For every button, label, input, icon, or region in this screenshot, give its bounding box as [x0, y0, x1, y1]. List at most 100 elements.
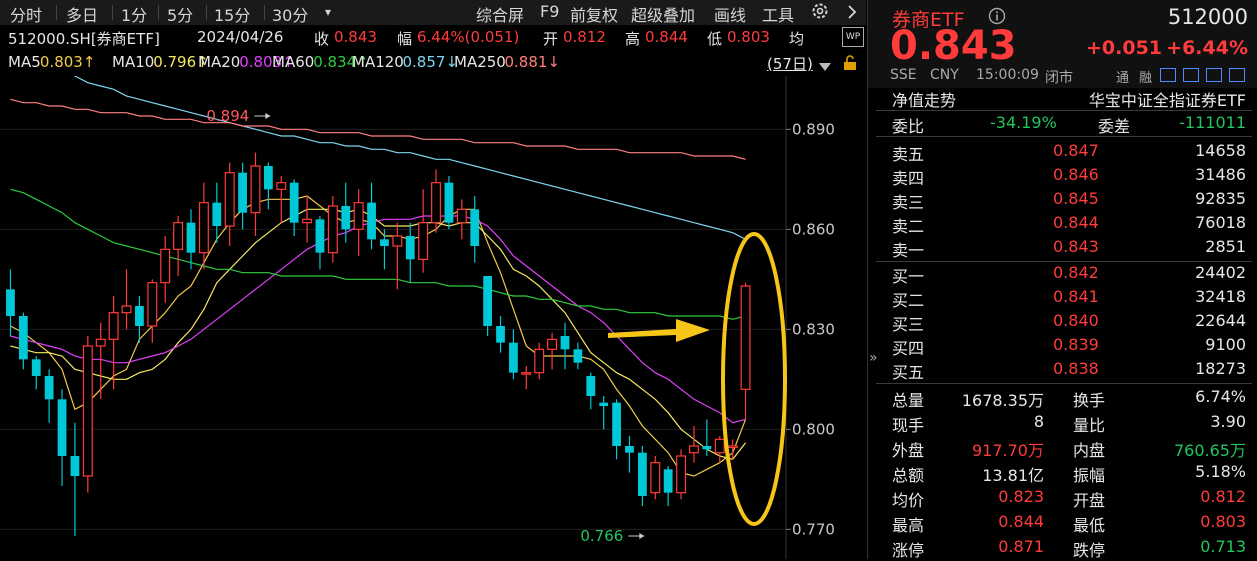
super-overlay-button[interactable]: 超级叠加 — [631, 6, 696, 25]
stat-label: 总量 — [892, 391, 925, 410]
candle-body — [431, 182, 442, 224]
stat-row: 均价 0.823 开盘 0.812 — [868, 486, 1257, 510]
divider — [876, 110, 1252, 111]
stat-value: 760.65万 — [1174, 441, 1246, 460]
candle — [380, 229, 389, 270]
candlestick-chart[interactable]: 0.890 0.860 0.830 0.800 0.770 0.894 0.766 — [0, 76, 866, 559]
high-price-label: 0.894 — [206, 107, 249, 125]
divider — [876, 383, 1252, 384]
weibi-row: 委比 -34.19% 委差 -111011 — [868, 112, 1257, 136]
stat-label: 涨停 — [892, 541, 925, 560]
tools-button[interactable]: 工具 — [762, 6, 795, 25]
candle — [702, 419, 712, 456]
candle — [714, 436, 725, 463]
info-icon[interactable] — [988, 7, 1006, 29]
candle — [534, 342, 545, 380]
candle-body — [341, 206, 351, 230]
stat-value: 0.812 — [1200, 487, 1246, 506]
tab-5min[interactable]: 5分 — [167, 6, 194, 25]
bid-price: 0.841 — [1053, 287, 1099, 306]
tong-badge: 通 — [1116, 71, 1130, 86]
ma-line-ma250 — [10, 98, 746, 160]
candle — [82, 336, 93, 493]
add-icon[interactable] — [1229, 68, 1245, 82]
caret-down-icon[interactable] — [818, 57, 832, 76]
ask-row: 卖三 0.845 92835 — [868, 188, 1257, 212]
candle — [341, 182, 351, 243]
stat-label: 最低 — [1073, 516, 1106, 535]
ask-price: 0.846 — [1053, 165, 1099, 184]
ma-line-ma120 — [73, 76, 746, 240]
open-label: 开 — [543, 30, 559, 48]
candle-body — [676, 455, 687, 494]
period-dropdown-icon[interactable]: ▾ — [325, 5, 332, 19]
ma-line-ma5 — [10, 195, 747, 477]
panel-toggle-icon[interactable]: » — [869, 350, 878, 366]
bid-price: 0.839 — [1053, 335, 1099, 354]
quote-change-pct: +6.44% — [1166, 37, 1248, 59]
composite-screen-button[interactable]: 综合屏 — [476, 6, 525, 25]
lock-icon[interactable] — [842, 55, 858, 75]
divider — [876, 136, 1252, 137]
tab-1min[interactable]: 1分 — [121, 6, 148, 25]
candle — [353, 189, 364, 256]
wp-badge[interactable]: WP — [842, 27, 864, 47]
draw-line-button[interactable]: 画线 — [714, 6, 747, 25]
symbol-label: 512000.SH[券商ETF] — [8, 30, 160, 48]
stat-value: 8 — [1033, 412, 1044, 431]
ma-legend-label: MA120 — [352, 53, 404, 71]
chart-icon[interactable] — [1160, 68, 1176, 82]
candle — [560, 322, 570, 370]
chart-grid — [0, 76, 787, 559]
tab-30min[interactable]: 30分 — [272, 6, 309, 25]
change-value: 6.44%(0.051) — [417, 28, 520, 46]
candle-body — [727, 445, 738, 449]
gear-icon[interactable] — [810, 1, 830, 25]
weicha-value: -111011 — [1179, 113, 1246, 132]
candle — [612, 399, 621, 460]
candle — [470, 196, 480, 263]
nav-row[interactable]: 净值走势 华宝中证全指证券ETF — [868, 86, 1257, 110]
candle — [173, 216, 184, 276]
chevron-right-icon[interactable] — [846, 2, 858, 26]
tab-intraday[interactable]: 分时 — [10, 6, 43, 25]
candle-body — [663, 469, 673, 493]
close-value: 0.843 — [334, 28, 377, 46]
stat-label: 最高 — [892, 516, 925, 535]
quote-name: 券商ETF — [892, 9, 965, 31]
period-range-button[interactable]: (57日) — [767, 55, 813, 73]
candle-body — [18, 316, 28, 360]
chart-toolbar: 分时 多日 1分 5分 15分 30分 ▾ 综合屏 F9 前复权 超级叠加 画线… — [0, 0, 866, 25]
market-status: 闭市 — [1045, 70, 1073, 86]
candle-body — [121, 305, 132, 314]
stat-value: 0.844 — [998, 512, 1044, 531]
high-value: 0.844 — [645, 28, 688, 46]
candle-body — [470, 209, 480, 246]
alert-icon[interactable] — [1206, 68, 1222, 82]
arrow-head-icon — [265, 113, 271, 119]
nav-label[interactable]: 净值走势 — [892, 91, 957, 110]
candle-body — [405, 236, 415, 260]
ma-legend-label: MA20 — [198, 53, 241, 71]
tab-15min[interactable]: 15分 — [214, 6, 251, 25]
bid-price: 0.838 — [1053, 359, 1099, 378]
tab-multi-day[interactable]: 多日 — [66, 6, 99, 25]
ma-legend-value: 0.881↓ — [504, 53, 561, 71]
ask-row: 卖一 0.843 2851 — [868, 236, 1257, 260]
candle — [276, 176, 287, 223]
index-name: 华宝中证全指证券ETF — [1088, 91, 1246, 110]
stat-label: 振幅 — [1073, 466, 1106, 485]
f9-button[interactable]: F9 — [540, 2, 560, 21]
arrow-head-icon — [639, 533, 645, 539]
candle-body — [302, 218, 313, 224]
candle-body — [147, 282, 158, 327]
candle — [405, 222, 415, 283]
forward-adjust-button[interactable]: 前复权 — [570, 6, 619, 25]
bid-row: 买五 0.838 18273 — [868, 358, 1257, 382]
ask-level-label: 卖五 — [892, 145, 925, 164]
toolbar-divider — [112, 5, 113, 20]
ma-legend-value: 0.803↑ — [39, 53, 96, 71]
candle — [108, 296, 119, 390]
bid-row: 买一 0.842 24402 — [868, 262, 1257, 286]
bell-icon[interactable] — [1183, 68, 1199, 82]
